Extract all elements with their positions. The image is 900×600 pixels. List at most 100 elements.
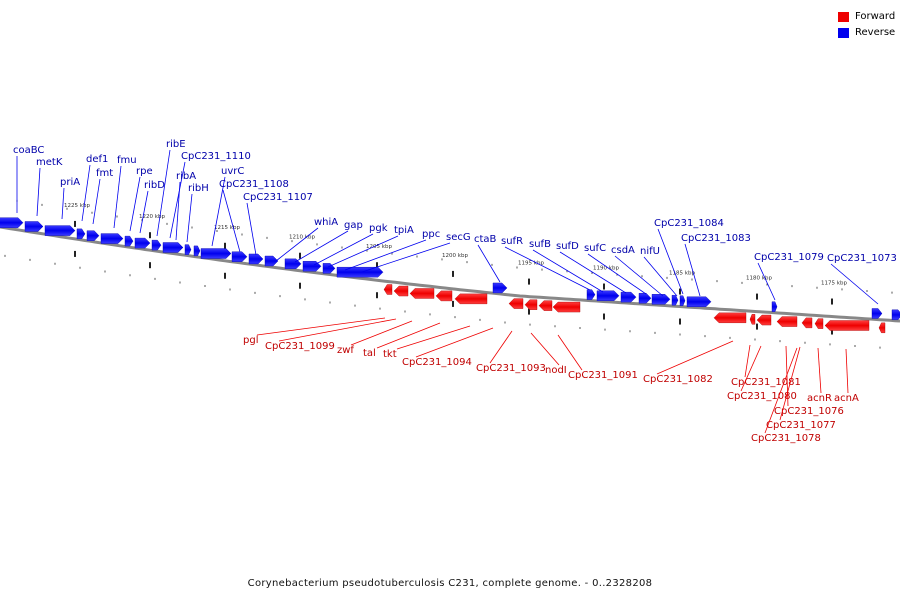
gene-label-pgk: pgk (369, 223, 388, 234)
gene-label-cpc231-1079: CpC231_1079 (754, 252, 824, 263)
reverse-gene-arrow (86, 230, 100, 241)
leader-line-nifu (643, 256, 678, 297)
leader-line-ribd (139, 190, 149, 234)
leader-line-acna (845, 348, 849, 394)
reverse-gene-arrow (492, 282, 508, 294)
leader-line-cpc231-1091 (557, 334, 583, 371)
reverse-swatch (838, 27, 849, 38)
leader-line-acnr (817, 347, 822, 394)
scale-label: 1225 kbp (64, 203, 90, 209)
gene-label-csda: csdA (611, 245, 635, 256)
scale-label: 1210 kbp (289, 235, 315, 241)
reverse-gene-arrow (200, 248, 232, 259)
gene-label-tal: tal (363, 348, 376, 359)
reverse-gene-arrow (264, 255, 279, 267)
gene-label-acna: acnA (834, 393, 859, 404)
gene-label-cpc231-1078: CpC231_1078 (751, 433, 821, 444)
scale-label: 1195 kbp (518, 261, 544, 267)
gene-label-rpe: rpe (136, 166, 153, 177)
reverse-gene-arrow (124, 235, 134, 247)
reverse-gene-arrow (322, 263, 336, 274)
forward-swatch (838, 11, 849, 22)
leader-line-tal (376, 322, 441, 349)
leader-line-pgk (313, 233, 374, 266)
scale-label: 1200 kbp (442, 253, 468, 259)
gene-label-cpc231-1073: CpC231_1073 (827, 253, 897, 264)
leader-line-cpc231-1080 (740, 345, 762, 392)
forward-gene-arrow (409, 288, 435, 299)
forward-gene-arrow (814, 318, 824, 329)
forward-gene-arrow (756, 314, 772, 326)
legend: Forward Reverse (838, 9, 895, 41)
leader-line-fmt (92, 178, 101, 225)
gene-label-cpc231-1110: CpC231_1110 (181, 151, 251, 162)
reverse-gene-arrow (134, 237, 151, 249)
gene-label-def1: def1 (86, 154, 108, 165)
leader-line-cpc231-1093 (489, 330, 513, 364)
forward-gene-arrow (538, 300, 553, 311)
leader-line-cpc231-1084 (657, 228, 684, 295)
leader-line-sufb (532, 249, 604, 293)
scale-label: 1175 kbp (821, 281, 847, 287)
reverse-gene-arrow (162, 242, 184, 253)
forward-gene-arrow (878, 322, 886, 334)
gene-label-sufd: sufD (556, 241, 579, 252)
gene-label-cpc231-1091: CpC231_1091 (568, 370, 638, 381)
forward-gene-arrow (801, 317, 813, 329)
reverse-gene-arrow (671, 294, 679, 306)
scale-label: 1220 kbp (139, 214, 165, 220)
legend-item-reverse: Reverse (838, 25, 895, 40)
leader-line-sufd (559, 251, 627, 294)
gene-label-whia: whiA (314, 217, 338, 228)
leader-line-cpc231-1079 (757, 262, 776, 301)
gene-label-fmt: fmt (96, 168, 113, 179)
leader-line-def1 (81, 164, 91, 222)
gene-label-cpc231-1080: CpC231_1080 (727, 391, 797, 402)
gene-label-pria: priA (60, 177, 80, 188)
reverse-gene-arrow (638, 293, 652, 304)
gene-label-pgl: pgl (243, 335, 258, 346)
leader-line-cpc231-1094 (415, 327, 494, 358)
reverse-gene-arrow (184, 244, 192, 255)
leader-line-tpia (327, 235, 399, 268)
reverse-gene-arrow (651, 294, 671, 305)
gene-label-fmu: fmu (117, 155, 137, 166)
gene-label-cpc231-1094: CpC231_1094 (402, 357, 472, 368)
leader-line-cpc231-1099 (278, 318, 397, 342)
gene-label-ribh: ribH (188, 183, 209, 194)
leader-line-pgl (256, 317, 386, 336)
leader-line-sufc (587, 253, 647, 295)
gene-label-cpc231-1099: CpC231_1099 (265, 341, 335, 352)
reverse-gene-arrow (891, 309, 900, 321)
scale-label: 1205 kbp (366, 244, 392, 250)
reverse-gene-arrow (871, 308, 883, 319)
reverse-gene-arrow (151, 239, 162, 251)
forward-gene-arrow (776, 316, 798, 327)
gene-label-cpc231-1081: CpC231_1081 (731, 377, 801, 388)
leader-line-fmu (113, 165, 122, 229)
reverse-gene-arrow (596, 290, 620, 301)
gene-label-acnr: acnR (807, 393, 832, 404)
forward-gene-arrow (508, 298, 524, 309)
leader-line-uvrc (211, 176, 226, 247)
gene-label-sufr: sufR (501, 236, 523, 247)
forward-gene-arrow (524, 299, 538, 310)
reverse-gene-arrow (0, 217, 24, 228)
leader-line-cpc231-1107 (246, 202, 257, 256)
scale-label: 1185 kbp (669, 271, 695, 277)
leader-line-whia (275, 227, 319, 262)
leader-line-cpc231-1083 (684, 243, 701, 297)
leader-line-nodi (530, 332, 560, 366)
gene-label-cpc231-1077: CpC231_1077 (766, 420, 836, 431)
reverse-gene-arrow (76, 228, 86, 240)
leader-line-cpc231-1077 (779, 346, 801, 421)
scale-label: 1190 kbp (593, 266, 619, 272)
forward-gene-arrow (454, 293, 488, 305)
scale-label: 1180 kbp (746, 276, 772, 282)
scale-label: 1215 kbp (214, 225, 240, 231)
reverse-gene-arrow (679, 295, 686, 306)
leader-line-tkt (396, 325, 471, 350)
reverse-gene-arrow (336, 266, 384, 278)
gene-label-cpc231-1083: CpC231_1083 (681, 233, 751, 244)
